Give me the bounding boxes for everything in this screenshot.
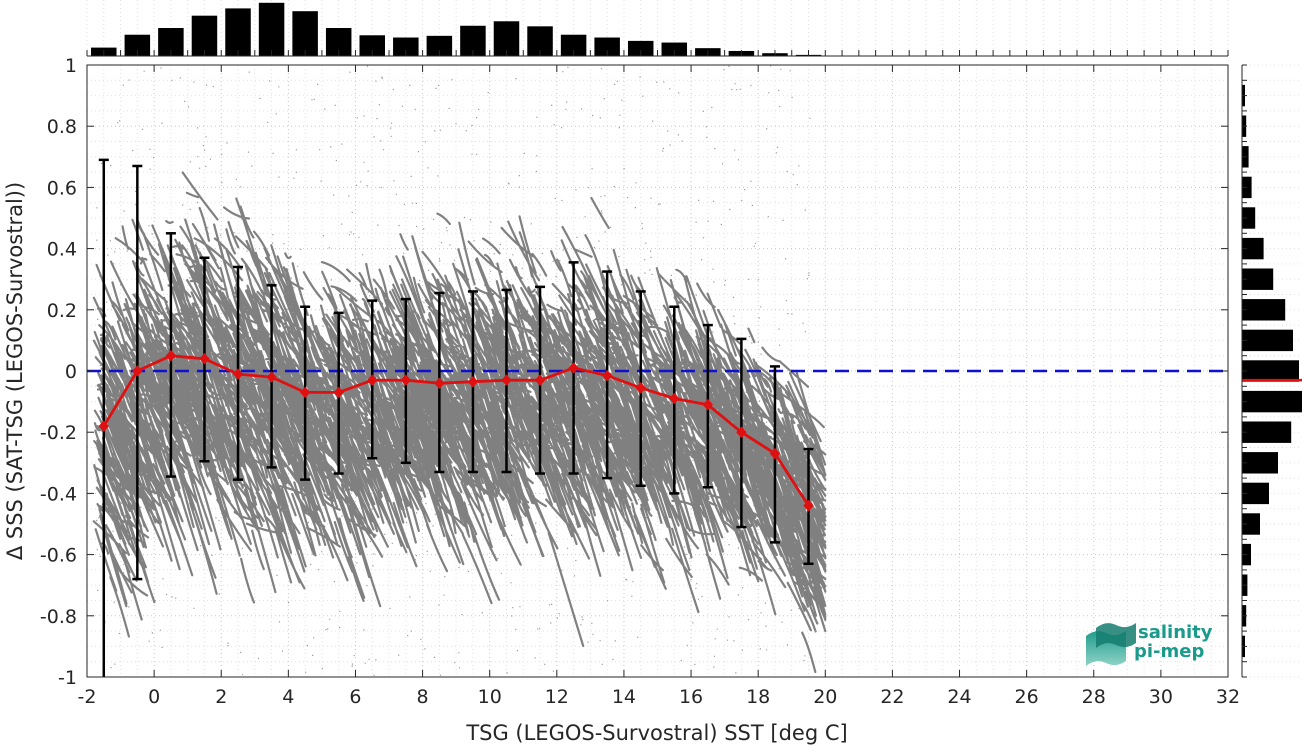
top-histogram-bars	[86, 2, 1229, 57]
x-tick-label: 8	[417, 686, 429, 708]
top-histogram-bar	[225, 8, 251, 56]
right-histogram-bar	[1242, 452, 1278, 474]
x-tick-label: 6	[349, 686, 361, 708]
x-tick-label: -2	[78, 686, 97, 708]
logo-line1: salinity	[1138, 622, 1213, 643]
y-tick-label: 0.8	[47, 116, 77, 138]
x-tick-label: 18	[746, 686, 770, 708]
logo-line2: pi-mep	[1134, 641, 1204, 662]
right-histogram-bar	[1242, 513, 1260, 535]
y-tick-label: -0.6	[40, 545, 77, 567]
mean-marker	[333, 386, 344, 399]
logo-wave-top-icon	[1096, 623, 1136, 648]
y-tick-label: -0.8	[40, 606, 77, 628]
top-histogram-bar	[627, 40, 654, 56]
y-axis-label: Δ SSS (SAT-TSG (LEGOS-Survostral))	[3, 182, 27, 560]
y-tick-label: -0.4	[40, 483, 77, 505]
x-tick-label: 0	[148, 686, 160, 708]
mean-marker	[736, 426, 747, 438]
right-histogram-bar	[1242, 268, 1274, 290]
x-tick-label: 30	[1149, 686, 1173, 708]
mean-marker	[232, 368, 244, 380]
x-tick-label: 2	[215, 686, 227, 708]
x-tick-label: 28	[1082, 686, 1106, 708]
error-bar	[98, 158, 109, 677]
top-histogram-bar	[594, 37, 620, 56]
mean-marker	[299, 386, 311, 399]
x-tick-label: 16	[679, 686, 703, 708]
mean-marker	[467, 375, 479, 388]
right-histogram-bar	[1242, 421, 1292, 443]
right-histogram-bar	[1242, 207, 1256, 229]
mean-marker	[568, 362, 579, 374]
top-histogram-bar	[393, 37, 419, 56]
right-histogram-bar	[1242, 482, 1269, 505]
x-axis-label: TSG (LEGOS-Survostral) SST [deg C]	[465, 721, 847, 745]
y-axis-ticks: -1 -0.8 -0.6 -0.4 -0.2 0 0.2 0.4 0.6 0.8 1	[40, 55, 1228, 689]
right-histogram-bar	[1242, 390, 1302, 413]
x-tick-label: 20	[813, 686, 837, 708]
mean-marker	[669, 392, 680, 405]
y-tick-label: 0.2	[47, 300, 77, 322]
mean-marker	[534, 374, 546, 386]
x-tick-label: 12	[545, 686, 569, 708]
y-tick-label: -1	[58, 667, 77, 689]
x-tick-label: 26	[1015, 686, 1039, 708]
main-plot-area: -2 0 2 4 6 8 10 12 14 16 18 20 22 24 26 28 30 32 -1-0.8-0…	[40, 55, 1240, 708]
top-histogram-bar	[292, 11, 318, 56]
top-histogram-grid	[86, 0, 1229, 56]
mean-marker	[803, 499, 814, 512]
mean-line	[98, 349, 814, 512]
x-tick-label: 22	[880, 686, 904, 708]
x-tick-label: 4	[282, 686, 294, 708]
x-tick-label: 10	[478, 686, 502, 708]
mean-marker	[501, 374, 512, 386]
x-tick-label: 14	[612, 686, 636, 708]
mean-marker	[367, 374, 378, 386]
top-histogram-bar	[258, 2, 285, 57]
top-histogram	[86, 0, 1229, 57]
x-tick-label: 24	[947, 686, 971, 708]
top-histogram-bar	[191, 15, 218, 56]
y-tick-label: 1	[65, 55, 77, 77]
mean-marker	[601, 369, 613, 382]
top-histogram-bar	[426, 35, 453, 56]
y-tick-label: 0.6	[47, 177, 77, 199]
top-histogram-bar	[560, 34, 587, 56]
mean-marker	[434, 377, 445, 389]
top-histogram-bar	[124, 34, 151, 56]
y-tick-label: -0.2	[40, 422, 77, 444]
right-histogram-bar	[1242, 237, 1264, 260]
right-histogram	[1241, 64, 1302, 678]
x-tick-label: 32	[1216, 686, 1240, 708]
right-histogram-bars	[1242, 64, 1302, 678]
mean-marker	[199, 353, 210, 365]
top-histogram-bar	[661, 42, 688, 56]
mean-polyline	[102, 354, 810, 507]
y-tick-label: 0.4	[47, 239, 77, 261]
mean-marker	[165, 349, 177, 362]
mean-marker	[400, 374, 411, 386]
top-histogram-bar	[359, 35, 386, 56]
mean-marker	[266, 371, 277, 383]
mean-marker	[98, 420, 109, 432]
salinity-pi-mep-logo: salinity pi-mep	[1086, 622, 1213, 666]
right-histogram-bar	[1242, 329, 1293, 352]
scatter-dots	[95, 65, 816, 676]
mean-marker	[635, 382, 646, 394]
mean-marker	[702, 398, 714, 411]
y-tick-label: 0	[65, 361, 77, 383]
x-axis-ticks: -2 0 2 4 6 8 10 12 14 16 18 20 22 24 26 28 30 32	[78, 65, 1240, 708]
mean-marker	[132, 365, 143, 377]
right-histogram-bar	[1242, 299, 1286, 321]
right-histogram-bar	[1242, 360, 1299, 382]
mean-marker	[769, 447, 781, 460]
